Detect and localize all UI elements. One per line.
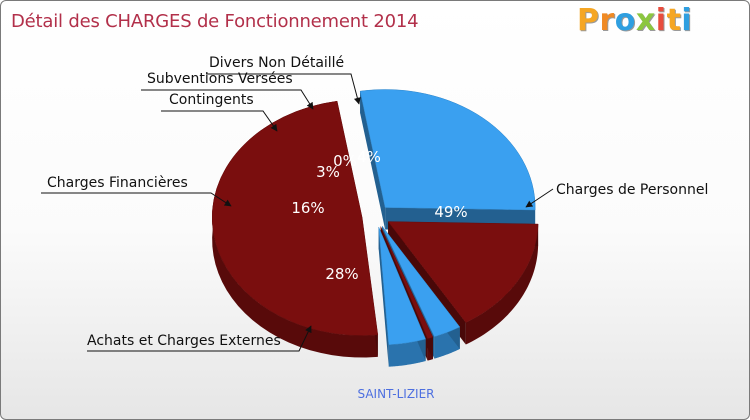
slice-category-label: Contingents bbox=[169, 92, 254, 108]
slice-percent-label: 16% bbox=[291, 199, 324, 217]
pie-slice bbox=[387, 221, 539, 323]
logo-letter: i bbox=[681, 3, 693, 38]
slice-percent-label: 28% bbox=[325, 265, 358, 283]
leader-line bbox=[41, 192, 232, 207]
pie-slice bbox=[381, 225, 461, 337]
logo-letter: t bbox=[666, 3, 682, 38]
leader-line bbox=[161, 110, 278, 132]
slice-category-label: Divers Non Détaillé bbox=[209, 55, 344, 71]
logo-letter: o bbox=[614, 3, 636, 38]
slice-percent-label: 3% bbox=[316, 163, 340, 181]
slice-percent-label: 0% bbox=[333, 152, 357, 170]
logo-letter: i bbox=[655, 3, 667, 38]
chart-title: Détail des CHARGES de Fonctionnement 201… bbox=[11, 11, 419, 32]
pie-slice bbox=[359, 89, 536, 211]
pie-slice bbox=[211, 100, 379, 336]
slice-category-label: Charges Financières bbox=[47, 175, 188, 191]
pie-slice bbox=[380, 226, 434, 339]
slice-category-label: Achats et Charges Externes bbox=[87, 333, 281, 349]
leader-line bbox=[141, 89, 314, 110]
pie-slice-side bbox=[465, 224, 539, 345]
pie-slice bbox=[378, 226, 426, 345]
leader-line bbox=[525, 188, 554, 208]
slice-percent-label: 4% bbox=[357, 148, 381, 166]
pie-slice-wall bbox=[360, 91, 386, 230]
slice-percent-label: 49% bbox=[434, 203, 467, 221]
slice-category-label: Subventions Versées bbox=[147, 71, 293, 87]
leader-line bbox=[206, 73, 361, 105]
pie-slice-side bbox=[388, 339, 426, 367]
slice-category-label: Charges de Personnel bbox=[556, 182, 708, 198]
commune-label: SAINT-LIZIER bbox=[357, 387, 435, 401]
leader-line bbox=[87, 325, 312, 352]
logo-letter: x bbox=[635, 3, 656, 38]
logo-letter: r bbox=[599, 3, 615, 38]
proxiti-logo: Proxiti bbox=[577, 3, 692, 38]
pie-slice-wall bbox=[378, 226, 389, 367]
logo-letter: P bbox=[577, 3, 600, 38]
